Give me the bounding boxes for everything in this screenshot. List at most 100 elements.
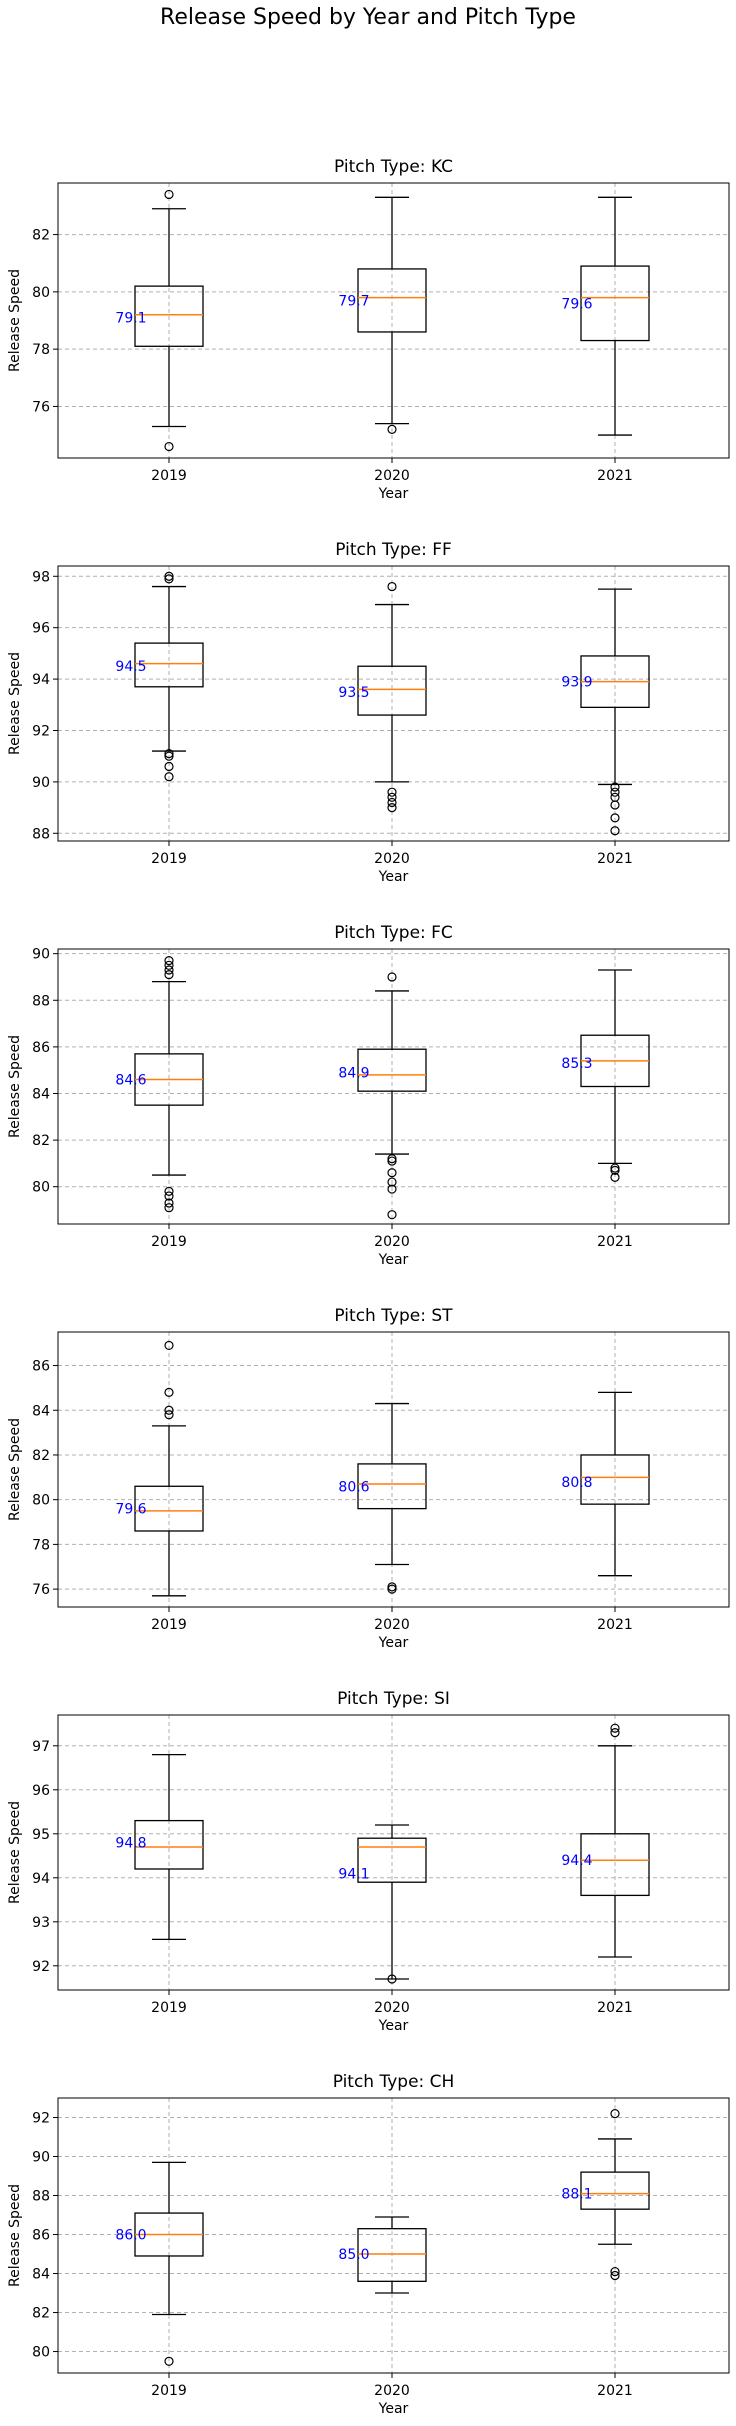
x-axis-label: Year	[378, 2401, 409, 2417]
axes-frame	[57, 1714, 730, 1991]
y-tick-label: 82	[32, 1448, 50, 1464]
y-tick-label: 97	[32, 1739, 50, 1755]
mean-label: 86.0	[115, 2228, 146, 2244]
y-tick-label: 95	[32, 1827, 50, 1843]
outlier-point	[164, 1191, 174, 1201]
y-tick-label: 92	[32, 1959, 50, 1975]
y-tick-label: 94	[32, 672, 50, 688]
iqr-box	[357, 1463, 427, 1510]
outlier-point	[164, 1198, 174, 1208]
mean-label: 85.0	[338, 2247, 369, 2263]
mean-label: 80.6	[338, 1479, 369, 1495]
y-tick-label: 76	[32, 399, 50, 415]
x-axis-label: Year	[378, 486, 409, 502]
box-2021: 85.3	[561, 969, 650, 1182]
x-tick-label: 2020	[374, 851, 410, 867]
x-tick-label: 2019	[151, 468, 187, 484]
x-tick-label: 2019	[151, 1617, 187, 1633]
y-axis-label: Release Speed	[7, 652, 23, 755]
outlier-point	[610, 1165, 620, 1175]
y-tick-label: 76	[32, 1582, 50, 1598]
x-axis-label: Year	[378, 1635, 409, 1651]
outlier-point	[164, 956, 174, 966]
x-tick-label: 2019	[151, 2383, 187, 2399]
outlier-point	[610, 1172, 620, 1182]
iqr-box	[357, 665, 427, 716]
outlier-point	[164, 441, 174, 452]
panel-title: Pitch Type: FF	[335, 540, 452, 560]
chart-panel: Pitch Type: SI 94.8 94.1 94.4 92 93 94 95 96 97 20…	[7, 1689, 730, 2034]
x-tick-label: 2021	[597, 1617, 633, 1633]
panel-title: Pitch Type: KC	[334, 157, 453, 177]
outlier-point	[387, 1582, 397, 1592]
y-axis-label: Release Speed	[7, 1418, 23, 1521]
outlier-point	[164, 751, 174, 761]
y-tick-label: 80	[32, 2345, 50, 2361]
outlier-point	[387, 1210, 397, 1220]
outlier-point	[387, 797, 397, 808]
box-2021: 79.6	[561, 196, 650, 436]
box-2019: 94.5	[115, 571, 204, 782]
iqr-box	[357, 2228, 427, 2282]
mean-label: 79.6	[115, 1502, 146, 1518]
box-2020: 94.1	[338, 1824, 427, 1984]
x-tick-label: 2020	[374, 1617, 410, 1633]
mean-label: 79.6	[561, 296, 592, 312]
outlier-point	[164, 965, 174, 975]
mean-label: 93.5	[338, 685, 369, 701]
outlier-point	[387, 1156, 397, 1166]
mean-label: 80.8	[561, 1475, 592, 1491]
mean-label: 79.1	[115, 311, 146, 327]
outlier-point	[610, 787, 620, 797]
iqr-box	[357, 268, 427, 333]
outlier-point	[387, 1168, 397, 1178]
mean-label: 85.3	[561, 1056, 592, 1072]
y-tick-label: 96	[32, 621, 50, 637]
iqr-box	[134, 1485, 204, 1532]
outlier-point	[387, 581, 397, 592]
x-tick-label: 2019	[151, 851, 187, 867]
outlier-point	[164, 772, 174, 782]
y-tick-label: 90	[32, 2150, 50, 2166]
outlier-point	[387, 1974, 397, 1984]
x-tick-label: 2019	[151, 1234, 187, 1250]
chart-panel: Pitch Type: CH 86.0 85.0 88.1 80 82 84 86 88 90 92…	[7, 2072, 730, 2417]
outlier-point	[164, 1186, 174, 1196]
y-tick-label: 92	[32, 723, 50, 739]
y-axis-label: Release Speed	[7, 1801, 23, 1904]
y-tick-label: 82	[32, 2306, 50, 2322]
outlier-point	[164, 970, 174, 980]
outlier-point	[164, 1203, 174, 1213]
axes-frame	[57, 2097, 730, 2374]
y-tick-label: 86	[32, 1359, 50, 1375]
iqr-box	[357, 1837, 427, 1883]
outlier-point	[610, 813, 620, 823]
outlier-point	[387, 792, 397, 802]
y-axis-label: Release Speed	[7, 269, 23, 372]
x-tick-label: 2019	[151, 2000, 187, 2016]
mean-label: 94.4	[561, 1853, 592, 1869]
outlier-point	[164, 1387, 174, 1397]
mean-label: 84.6	[115, 1073, 146, 1089]
y-tick-label: 84	[32, 1086, 50, 1102]
y-axis-label: Release Speed	[7, 2184, 23, 2287]
outlier-point	[164, 1410, 174, 1420]
outlier-point	[610, 1723, 620, 1733]
outlier-point	[610, 2109, 620, 2119]
x-tick-label: 2021	[597, 1234, 633, 1250]
y-tick-label: 86	[32, 2228, 50, 2244]
box-2020: 79.7	[338, 196, 427, 434]
iqr-box	[580, 1454, 650, 1505]
box-2019: 84.6	[115, 956, 204, 1213]
axes-frame	[57, 565, 730, 842]
box-2019: 86.0	[115, 2161, 204, 2366]
outlier-point	[164, 1340, 174, 1351]
outlier-point	[164, 761, 174, 772]
figure-title: Release Speed by Year and Pitch Type	[160, 5, 576, 30]
y-tick-label: 84	[32, 2267, 50, 2283]
outlier-point	[387, 1154, 397, 1164]
panel-title: Pitch Type: CH	[333, 2072, 455, 2092]
mean-label: 84.9	[338, 1066, 369, 1082]
x-tick-label: 2020	[374, 2000, 410, 2016]
y-tick-label: 88	[32, 993, 50, 1009]
